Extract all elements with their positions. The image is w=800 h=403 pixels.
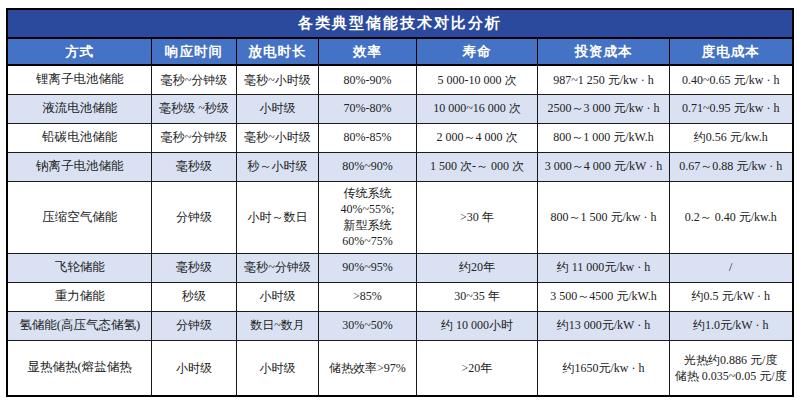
efficiency-cell: 30%~50%: [318, 311, 416, 340]
cost-per-kwh-cell: 0.67～0.88 元/kw · h: [669, 152, 792, 181]
discharge-duration-cell: 秒～小时级: [236, 152, 318, 181]
investment-cost-cell: 800～1 500 元/kw · h: [537, 181, 669, 253]
table-row: 氢储能(高压气态储氢)分钟级数日~数月30%~50%约 10 000小时约13 …: [7, 311, 792, 340]
table-row: 压缩空气储能分钟级小时～数日传统系统 40%~55%; 新型系统 60%~75%…: [7, 181, 792, 253]
investment-cost-cell: 约1650元/kw · h: [537, 340, 669, 396]
lifespan-cell: 1 500 次-～ 000 次: [416, 152, 537, 181]
cost-per-kwh-cell: 0.40~0.65 元/kw · h: [669, 65, 792, 94]
response-time-cell: 分钟级: [151, 181, 236, 253]
lifespan-cell: 约20年: [416, 253, 537, 282]
table-title-row: 各类典型储能技术对比分析: [7, 9, 792, 38]
table-row: 铅碳电池储能毫秒~分钟级毫秒~小时级80%-85%2 000～4 000 次80…: [7, 123, 792, 152]
lifespan-cell: >30 年: [416, 181, 537, 253]
investment-cost-cell: 约 11 000元/kw · h: [537, 253, 669, 282]
efficiency-cell: 80%~90%: [318, 152, 416, 181]
discharge-duration-cell: 小时级: [236, 282, 318, 311]
tech-name-cell: 铅碳电池储能: [7, 123, 151, 152]
tech-name-cell: 液流电池储能: [7, 94, 151, 123]
page: 各类典型储能技术对比分析 方式 响应时间 放电时长 效率 寿命 投资成本 度电成…: [0, 0, 800, 403]
tech-name-cell: 锂离子电池储能: [7, 65, 151, 94]
cost-per-kwh-cell: /: [669, 253, 792, 282]
tech-name-cell: 氢储能(高压气态储氢): [7, 311, 151, 340]
discharge-duration-cell: 毫秒~分钟级: [236, 253, 318, 282]
table-row: 钠离子电池储能毫秒级秒～小时级80%~90%1 500 次-～ 000 次3 0…: [7, 152, 792, 181]
response-time-cell: 毫秒级 ~秒级: [151, 94, 236, 123]
response-time-cell: 毫秒级: [151, 152, 236, 181]
cost-per-kwh-cell: 0.71~0.95 元/kw · h: [669, 94, 792, 123]
investment-cost-cell: 3 500～4500 元/kW.h: [537, 282, 669, 311]
lifespan-cell: 约 10 000小时: [416, 311, 537, 340]
column-header-efficiency: 效率: [318, 38, 416, 65]
response-time-cell: 毫秒~分钟级: [151, 123, 236, 152]
table-title: 各类典型储能技术对比分析: [7, 9, 792, 38]
discharge-duration-cell: 小时级: [236, 340, 318, 396]
tech-name-cell: 显热储热(熔盐储热: [7, 340, 151, 396]
cost-per-kwh-cell: 约0.5 元/kW · h: [669, 282, 792, 311]
response-time-cell: 秒级: [151, 282, 236, 311]
response-time-cell: 毫秒级: [151, 253, 236, 282]
tech-name-cell: 压缩空气储能: [7, 181, 151, 253]
cost-per-kwh-cell: 约1.0元/kW · h: [669, 311, 792, 340]
table-body: 锂离子电池储能毫秒~分钟级毫秒~小时级80%-90%5 000-10 000 次…: [7, 65, 792, 396]
lifespan-cell: 5 000-10 000 次: [416, 65, 537, 94]
table-row: 重力储能秒级小时级>85%30~35 年3 500～4500 元/kW.h约0.…: [7, 282, 792, 311]
tech-name-cell: 钠离子电池储能: [7, 152, 151, 181]
discharge-duration-cell: 毫秒~小时级: [236, 123, 318, 152]
efficiency-cell: 80%-90%: [318, 65, 416, 94]
column-header-method: 方式: [7, 38, 151, 65]
response-time-cell: 毫秒~分钟级: [151, 65, 236, 94]
lifespan-cell: 2 000～4 000 次: [416, 123, 537, 152]
storage-tech-comparison-table: 各类典型储能技术对比分析 方式 响应时间 放电时长 效率 寿命 投资成本 度电成…: [6, 8, 793, 397]
cost-per-kwh-cell: 光热约0.886 元/度 储热 0.035~0.05 元/度: [669, 340, 792, 396]
tech-name-cell: 重力储能: [7, 282, 151, 311]
table-header-row: 方式 响应时间 放电时长 效率 寿命 投资成本 度电成本: [7, 38, 792, 65]
column-header-investment-cost: 投资成本: [537, 38, 669, 65]
investment-cost-cell: 987~1 250 元/kw · h: [537, 65, 669, 94]
discharge-duration-cell: 小时级: [236, 94, 318, 123]
discharge-duration-cell: 小时～数日: [236, 181, 318, 253]
table-row: 锂离子电池储能毫秒~分钟级毫秒~小时级80%-90%5 000-10 000 次…: [7, 65, 792, 94]
efficiency-cell: 传统系统 40%~55%; 新型系统 60%~75%: [318, 181, 416, 253]
discharge-duration-cell: 毫秒~小时级: [236, 65, 318, 94]
investment-cost-cell: 800～1 000 元/kW.h: [537, 123, 669, 152]
tech-name-cell: 飞轮储能: [7, 253, 151, 282]
lifespan-cell: 10 000~16 000 次: [416, 94, 537, 123]
lifespan-cell: >20年: [416, 340, 537, 396]
efficiency-cell: 70%-80%: [318, 94, 416, 123]
efficiency-cell: 90%~95%: [318, 253, 416, 282]
lifespan-cell: 30~35 年: [416, 282, 537, 311]
table-row: 显热储热(熔盐储热小时级小时级储热效率>97%>20年约1650元/kw · h…: [7, 340, 792, 396]
response-time-cell: 分钟级: [151, 311, 236, 340]
efficiency-cell: 80%-85%: [318, 123, 416, 152]
column-header-discharge-duration: 放电时长: [236, 38, 318, 65]
discharge-duration-cell: 数日~数月: [236, 311, 318, 340]
efficiency-cell: 储热效率>97%: [318, 340, 416, 396]
table-row: 液流电池储能毫秒级 ~秒级小时级70%-80%10 000~16 000 次25…: [7, 94, 792, 123]
investment-cost-cell: 3 000～4 000 元/kW · h: [537, 152, 669, 181]
column-header-response-time: 响应时间: [151, 38, 236, 65]
investment-cost-cell: 约13 000元/kW · h: [537, 311, 669, 340]
response-time-cell: 小时级: [151, 340, 236, 396]
cost-per-kwh-cell: 约0.56 元/kw.h: [669, 123, 792, 152]
column-header-lifespan: 寿命: [416, 38, 537, 65]
investment-cost-cell: 2500～3 000 元/kw · h: [537, 94, 669, 123]
table-row: 飞轮储能毫秒级毫秒~分钟级90%~95%约20年约 11 000元/kw · h…: [7, 253, 792, 282]
column-header-cost-per-kwh: 度电成本: [669, 38, 792, 65]
efficiency-cell: >85%: [318, 282, 416, 311]
cost-per-kwh-cell: 0.2～ 0.40 元/kw.h: [669, 181, 792, 253]
